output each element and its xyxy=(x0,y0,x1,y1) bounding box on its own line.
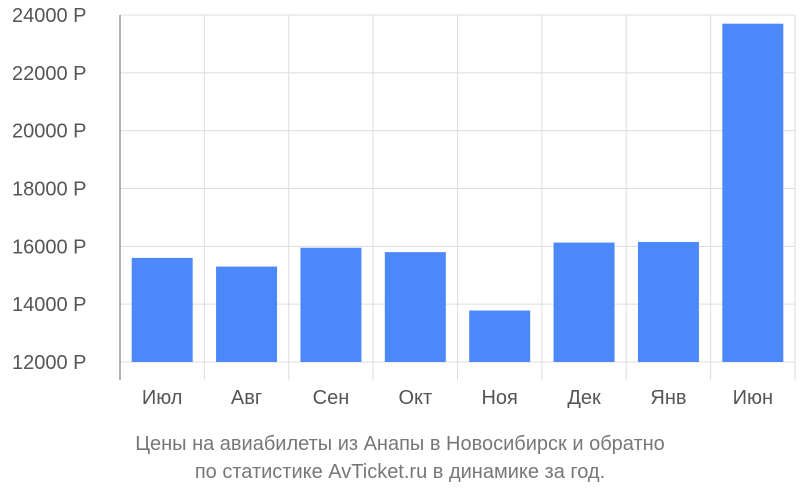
y-tick-label: 18000 Р xyxy=(12,179,87,201)
y-tick-label: 12000 Р xyxy=(12,352,87,374)
bar xyxy=(300,247,362,362)
x-tick-label: Окт xyxy=(398,387,432,409)
x-tick-label: Ноя xyxy=(481,387,517,409)
bar xyxy=(637,241,699,362)
x-tick-label: Сен xyxy=(313,387,350,409)
bar xyxy=(469,310,531,362)
bar xyxy=(384,252,446,362)
bar xyxy=(553,242,615,362)
x-tick-label: Дек xyxy=(567,387,601,409)
y-tick-label: 16000 Р xyxy=(12,236,87,258)
y-tick-label: 20000 Р xyxy=(12,121,87,143)
bar xyxy=(216,266,278,362)
caption-line-1: Цены на авиабилеты из Анапы в Новосибирс… xyxy=(135,433,665,455)
y-axis-ticks: 12000 Р 14000 Р 16000 Р 18000 Р 20000 Р 22000… xyxy=(12,5,87,374)
x-tick-label: Авг xyxy=(231,387,262,409)
grid xyxy=(120,14,796,380)
x-tick-label: Июн xyxy=(733,387,773,409)
caption-line-2: по статистике AvTicket.ru в динамике за … xyxy=(194,461,606,483)
x-tick-label: Янв xyxy=(650,387,686,409)
y-tick-label: 14000 Р xyxy=(12,294,87,316)
y-tick-label: 24000 Р xyxy=(12,5,87,27)
bar-chart: 12000 Р 14000 Р 16000 Р 18000 Р 20000 Р 22000… xyxy=(12,5,796,409)
chart-caption: Цены на авиабилеты из Анапы в Новосибирс… xyxy=(0,430,800,486)
bar xyxy=(722,23,784,363)
x-tick-label: Июл xyxy=(142,387,183,409)
bars xyxy=(131,23,784,363)
bar xyxy=(131,257,193,362)
x-axis-ticks: Июл Авг Сен Окт Ноя Дек Янв Июн xyxy=(142,387,773,409)
y-tick-label: 22000 Р xyxy=(12,63,87,85)
